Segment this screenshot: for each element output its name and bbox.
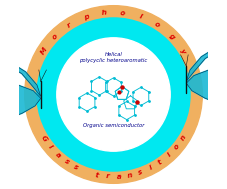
Text: l: l — [138, 14, 143, 20]
Text: Organic semiconductor: Organic semiconductor — [83, 123, 144, 128]
Text: G: G — [40, 134, 48, 142]
Text: a: a — [54, 151, 62, 159]
Text: n: n — [179, 134, 187, 142]
Polygon shape — [3, 59, 41, 96]
Text: g: g — [168, 33, 176, 40]
Text: Helical
polycyclic heteroaromatic: Helical polycyclic heteroaromatic — [79, 52, 148, 64]
Text: t: t — [157, 159, 164, 166]
Text: r: r — [106, 174, 110, 180]
Circle shape — [25, 6, 202, 183]
Text: M: M — [39, 46, 48, 56]
Text: s: s — [63, 158, 70, 166]
Polygon shape — [186, 70, 227, 104]
Circle shape — [57, 38, 170, 151]
Text: n: n — [127, 172, 133, 178]
Text: o: o — [51, 33, 59, 40]
Polygon shape — [186, 43, 224, 81]
Text: o: o — [173, 143, 181, 151]
Text: h: h — [101, 9, 107, 16]
Circle shape — [37, 18, 190, 171]
Text: r: r — [67, 21, 73, 29]
Text: i: i — [148, 164, 153, 171]
Text: l: l — [47, 144, 53, 150]
Text: o: o — [120, 9, 126, 16]
Text: s: s — [73, 164, 79, 171]
Polygon shape — [3, 59, 18, 68]
Text: i: i — [166, 152, 172, 158]
Text: s: s — [138, 169, 144, 176]
Polygon shape — [209, 43, 224, 53]
Text: o: o — [154, 21, 161, 29]
Text: t: t — [95, 172, 99, 178]
Polygon shape — [0, 85, 41, 119]
Text: a: a — [116, 173, 122, 180]
Text: p: p — [83, 13, 90, 21]
Text: y: y — [179, 47, 187, 55]
